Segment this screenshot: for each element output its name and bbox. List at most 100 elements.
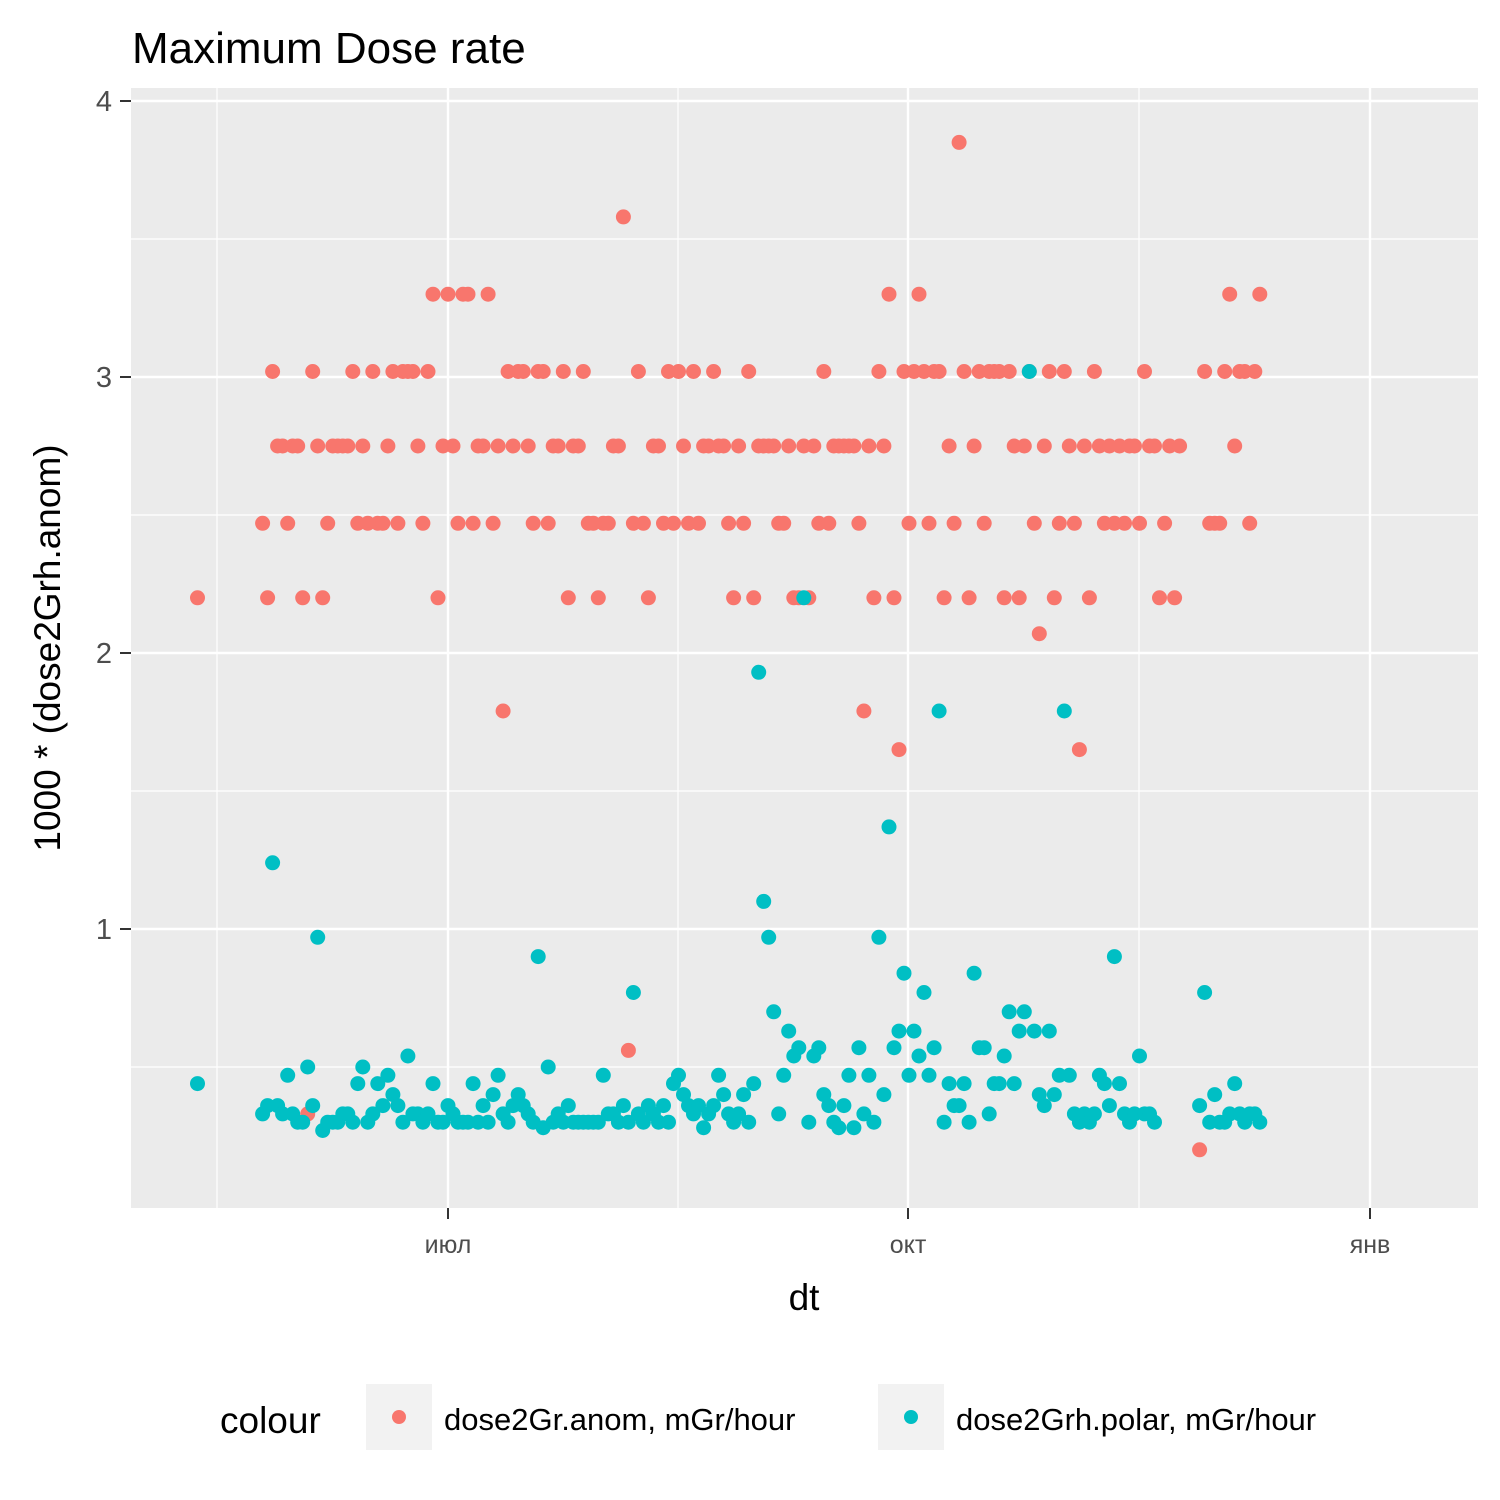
data-point-polar <box>761 929 777 945</box>
data-point-anom <box>515 364 531 379</box>
data-point-polar <box>741 1114 757 1130</box>
data-point-polar <box>1086 1106 1102 1122</box>
data-point-polar <box>756 893 772 909</box>
data-point-anom <box>1252 286 1268 302</box>
data-point-polar <box>1227 1076 1243 1092</box>
data-point-polar <box>796 590 812 606</box>
data-point-polar <box>811 1040 827 1056</box>
data-point-polar <box>365 1106 381 1122</box>
data-point-polar <box>190 1076 205 1092</box>
data-point-polar <box>656 1098 671 1114</box>
data-point-anom <box>1016 438 1032 454</box>
data-point-polar <box>911 1048 927 1064</box>
data-point-anom <box>1066 515 1082 531</box>
data-point-polar <box>966 965 982 981</box>
data-point-anom <box>190 590 205 606</box>
data-point-polar <box>891 1023 907 1039</box>
data-point-polar <box>801 1114 817 1130</box>
data-point-anom <box>1137 364 1152 379</box>
data-point-anom <box>1011 590 1027 606</box>
data-point-anom <box>460 286 476 302</box>
data-point-polar <box>896 965 912 981</box>
data-point-anom <box>1192 1142 1208 1158</box>
data-point-polar <box>1147 1114 1162 1130</box>
y-axis: 1 2 3 4 <box>96 86 131 946</box>
data-point-anom <box>816 364 832 379</box>
data-point-polar <box>661 1114 676 1130</box>
data-point-polar <box>560 1098 576 1114</box>
data-point-anom <box>901 515 917 531</box>
data-point-anom <box>1041 364 1057 379</box>
data-point-anom <box>1061 438 1077 454</box>
data-point-anom <box>355 438 371 454</box>
y-tick-label: 2 <box>96 638 112 670</box>
data-point-polar <box>1006 1076 1022 1092</box>
data-point-polar <box>1001 1004 1017 1020</box>
data-point-anom <box>1081 590 1097 606</box>
data-point-anom <box>1167 590 1183 606</box>
data-point-polar <box>375 1098 391 1114</box>
data-point-polar <box>265 855 281 871</box>
data-point-anom <box>550 438 566 454</box>
data-point-polar <box>500 1114 516 1130</box>
data-point-polar <box>751 664 767 680</box>
data-point-anom <box>575 364 591 379</box>
data-point-anom <box>495 703 511 719</box>
data-point-anom <box>956 364 972 379</box>
data-point-polar <box>671 1067 686 1083</box>
data-point-anom <box>946 515 962 531</box>
data-point-polar <box>1021 364 1037 379</box>
data-point-anom <box>1031 626 1047 642</box>
data-point-polar <box>1106 949 1122 965</box>
legend-key-anom <box>392 1410 406 1424</box>
data-point-polar <box>851 1040 867 1056</box>
data-point-polar <box>390 1098 406 1114</box>
data-point-polar <box>395 1114 411 1130</box>
data-point-polar <box>1112 1076 1127 1092</box>
data-point-anom <box>821 515 837 531</box>
data-point-anom <box>1147 438 1162 454</box>
data-point-anom <box>320 515 336 531</box>
series-polar-points <box>190 364 1268 1138</box>
data-point-polar <box>781 1023 797 1039</box>
data-point-anom <box>806 438 822 454</box>
data-point-polar <box>921 1067 937 1083</box>
data-point-polar <box>490 1067 506 1083</box>
legend: colour dose2Gr.anom, mGr/hour dose2Grh.p… <box>220 1384 1316 1450</box>
data-point-anom <box>676 438 691 454</box>
data-point-anom <box>405 364 421 379</box>
data-point-anom <box>375 515 391 531</box>
data-point-polar <box>871 929 887 945</box>
data-point-anom <box>1217 364 1233 379</box>
data-point-anom <box>866 590 882 606</box>
data-point-anom <box>1212 515 1228 531</box>
x-tick-label: окт <box>890 1231 927 1259</box>
data-point-polar <box>1197 985 1213 1000</box>
data-point-anom <box>310 438 326 454</box>
data-point-polar <box>425 1076 441 1092</box>
x-axis: июл окт янв <box>425 1208 1390 1259</box>
data-point-polar <box>746 1076 762 1092</box>
data-point-polar <box>620 1114 636 1130</box>
data-point-anom <box>671 364 686 379</box>
data-point-anom <box>610 438 626 454</box>
data-point-anom <box>996 590 1012 606</box>
data-point-anom <box>305 364 321 379</box>
data-point-anom <box>1227 438 1243 454</box>
data-point-anom <box>555 364 571 379</box>
data-point-polar <box>635 1114 651 1130</box>
data-point-polar <box>590 1114 606 1130</box>
data-point-anom <box>365 364 381 379</box>
y-axis-title: 1000 * (dose2Grh.anom) <box>27 444 68 851</box>
data-point-anom <box>1056 364 1072 379</box>
data-point-anom <box>716 438 732 454</box>
data-point-anom <box>430 590 446 606</box>
data-point-polar <box>941 1076 957 1092</box>
data-point-anom <box>465 515 481 531</box>
data-point-polar <box>876 1087 892 1103</box>
data-point-anom <box>1247 364 1263 379</box>
data-point-polar <box>711 1067 727 1083</box>
data-point-polar <box>696 1120 712 1136</box>
data-point-anom <box>736 515 752 531</box>
